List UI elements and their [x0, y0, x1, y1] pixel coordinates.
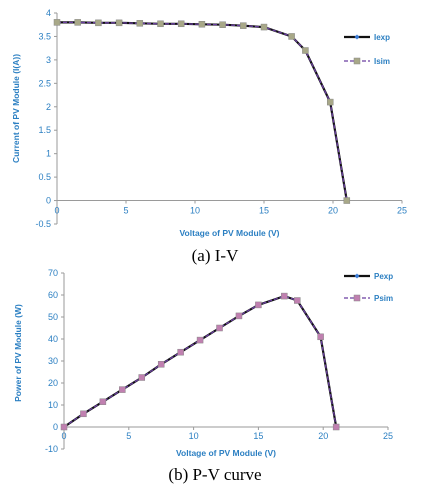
data-point-isim — [288, 33, 295, 40]
y-tick-label: 30 — [48, 356, 58, 366]
legend-marker-isim — [353, 57, 361, 65]
x-tick-label: 25 — [383, 431, 393, 441]
data-point-isim — [115, 19, 123, 27]
caption-pv: (b) P-V curve — [168, 465, 261, 484]
data-point-isim — [219, 21, 226, 28]
series-line-pexp — [63, 294, 338, 428]
legend-label-iexp: Iexp — [374, 33, 390, 42]
y-tick-label: 0.5 — [38, 172, 51, 182]
y-tick-label: 2.5 — [38, 78, 51, 88]
legend-label-pexp: Pexp — [374, 272, 393, 281]
data-point-isim — [343, 197, 351, 204]
data-point-psim — [317, 333, 324, 341]
y-tick-label: 0 — [46, 196, 51, 206]
y-tick-label: 20 — [48, 378, 58, 388]
x-tick-label: 10 — [189, 431, 199, 441]
y-tick-label: 70 — [48, 268, 58, 278]
data-point-isim — [177, 20, 185, 28]
data-point-isim — [74, 19, 81, 26]
x-tick-label: 10 — [190, 206, 200, 216]
legend-label-psim: Psim — [374, 294, 393, 303]
legend-marker-psim — [353, 294, 361, 302]
data-point-psim — [281, 292, 288, 300]
legend-marker-pexp — [354, 273, 360, 279]
y-axis-title: Current of PV Module (I(A)) — [11, 54, 21, 163]
data-point-isim — [157, 20, 164, 28]
data-point-psim — [157, 361, 165, 368]
x-tick-label: 15 — [259, 206, 269, 216]
x-tick-label: 5 — [123, 206, 128, 216]
x-tick-label: 5 — [126, 431, 131, 441]
x-tick-label: 15 — [253, 431, 263, 441]
data-point-isim — [136, 20, 144, 27]
series-line-psim — [63, 295, 337, 428]
y-tick-label: -10 — [45, 444, 58, 454]
y-tick-label: 2 — [46, 102, 51, 112]
caption-iv: (a) I-V — [192, 246, 239, 265]
x-tick-label: 25 — [397, 206, 407, 216]
x-tick-label: 20 — [318, 431, 328, 441]
y-tick-label: 4 — [46, 8, 51, 18]
data-point-isim — [95, 19, 102, 27]
y-tick-label: 50 — [48, 312, 58, 322]
y-tick-label: 0 — [53, 422, 58, 432]
y-tick-label: 40 — [48, 334, 58, 344]
data-point-psim — [216, 324, 223, 332]
x-axis-title: Voltage of PV Module (V) — [176, 448, 276, 458]
y-tick-label: 1.5 — [38, 125, 51, 135]
x-tick-label: 0 — [54, 206, 59, 216]
y-tick-label: 3 — [46, 55, 51, 65]
data-point-psim — [332, 423, 340, 431]
x-tick-label: 20 — [328, 206, 338, 216]
data-point-psim — [196, 336, 204, 344]
data-point-psim — [60, 423, 68, 431]
data-point-psim — [80, 410, 87, 418]
data-point-isim — [53, 19, 61, 26]
x-axis-title: Voltage of PV Module (V) — [180, 228, 280, 238]
data-point-psim — [294, 297, 301, 304]
data-point-isim — [302, 47, 309, 54]
legend-marker-iexp — [354, 34, 360, 40]
data-point-psim — [119, 386, 126, 393]
y-axis-title: Power of PV Module (W) — [13, 304, 23, 402]
y-tick-label: 10 — [48, 400, 58, 410]
data-point-isim — [326, 98, 334, 106]
data-point-psim — [235, 312, 243, 320]
data-point-psim — [255, 301, 262, 309]
x-tick-label: 0 — [61, 431, 66, 441]
y-tick-label: 60 — [48, 290, 58, 300]
data-point-isim — [260, 23, 268, 31]
data-point-psim — [177, 348, 184, 356]
y-tick-label: 1 — [46, 149, 51, 159]
legend-label-isim: Isim — [374, 57, 390, 66]
data-point-isim — [198, 21, 206, 28]
y-tick-label: 3.5 — [38, 31, 51, 41]
data-point-psim — [99, 398, 107, 405]
y-tick-label: -0.5 — [35, 219, 51, 229]
data-point-isim — [240, 22, 247, 29]
data-point-psim — [138, 374, 146, 381]
